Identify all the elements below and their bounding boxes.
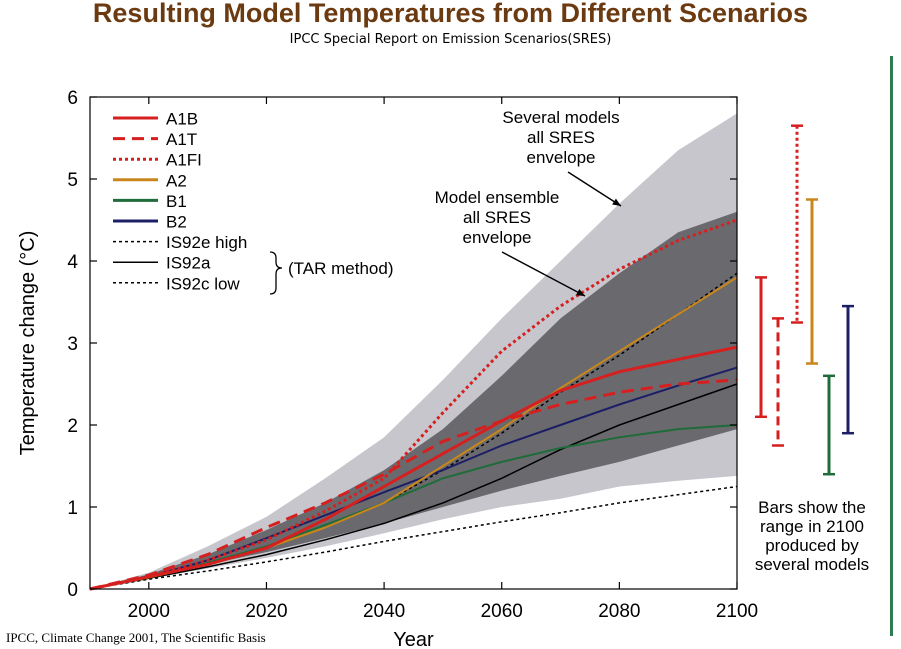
- outer-envelope-annotation: envelope: [526, 148, 595, 167]
- outer-envelope-arrow-head: [612, 198, 621, 206]
- axis-ticks: 0 1 2 3 4 5 6 2000 2020 2040 2060 2080 2100: [67, 88, 758, 622]
- y-tick-label: 4: [67, 252, 78, 273]
- outer-envelope-annotation: Several models: [502, 108, 619, 127]
- y-tick-label: 2: [67, 416, 78, 437]
- legend-label: B2: [166, 213, 187, 232]
- x-tick-label: 2040: [363, 601, 405, 622]
- legend-brace: [269, 251, 283, 295]
- y-axis-label: Temperature change (°C): [17, 231, 39, 456]
- x-tick-label: 2060: [481, 601, 523, 622]
- inner-envelope-arrow: [501, 251, 586, 297]
- y-tick-label: 1: [67, 498, 78, 519]
- series-layer: [89, 218, 738, 591]
- y-tick-label: 0: [67, 580, 78, 601]
- inner-envelope-annotation: Model ensemble: [435, 188, 560, 207]
- series-line-is92a: [89, 383, 738, 590]
- legend-label: A1T: [166, 130, 197, 149]
- series-line-a1t: [89, 378, 738, 591]
- x-tick-label: 2000: [128, 601, 170, 622]
- x-tick-label: 2100: [716, 601, 758, 622]
- legend-label: B1: [166, 192, 187, 211]
- x-tick-label: 2020: [245, 601, 287, 622]
- x-tick-label: 2080: [598, 601, 640, 622]
- legend-label: IS92a: [166, 254, 211, 273]
- outer-envelope-arrow: [567, 171, 622, 207]
- source-citation: IPCC, Climate Change 2001, The Scientifi…: [6, 630, 266, 645]
- legend-label: IS92c low: [166, 274, 240, 293]
- legend-label: A2: [166, 171, 187, 190]
- series-line-a1fi: [89, 218, 738, 591]
- side-rule: [890, 56, 893, 636]
- outer-envelope-annotation: all SRES: [527, 128, 595, 147]
- bars-note: produced by: [765, 536, 859, 555]
- bars-note: Bars show the: [758, 498, 866, 517]
- y-tick-label: 5: [67, 170, 78, 191]
- y-tick-label: 6: [67, 88, 78, 109]
- bars-note: several models: [755, 555, 869, 574]
- bars-note: range in 2100: [760, 517, 864, 536]
- slide-subtitle: IPCC Special Report on Emission Scenario…: [289, 32, 612, 47]
- envelopes-layer: [90, 113, 737, 590]
- range-bars-2100: [755, 124, 854, 476]
- inner-envelope-annotation: all SRES: [463, 208, 531, 227]
- legend-label: A1B: [166, 110, 198, 129]
- x-axis-label: Year: [393, 629, 434, 649]
- series-line-is92c-low: [89, 485, 738, 590]
- series-line-a1b: [89, 345, 738, 591]
- y-tick-label: 3: [67, 334, 78, 355]
- inner-envelope-annotation: envelope: [462, 228, 531, 247]
- legend-label: IS92e high: [166, 233, 247, 252]
- legend-group-label: (TAR method): [288, 259, 394, 278]
- slide-title: Resulting Model Temperatures from Differ…: [92, 0, 809, 28]
- legend-label: A1FI: [166, 151, 202, 170]
- inner-envelope-arrow-head: [576, 289, 585, 296]
